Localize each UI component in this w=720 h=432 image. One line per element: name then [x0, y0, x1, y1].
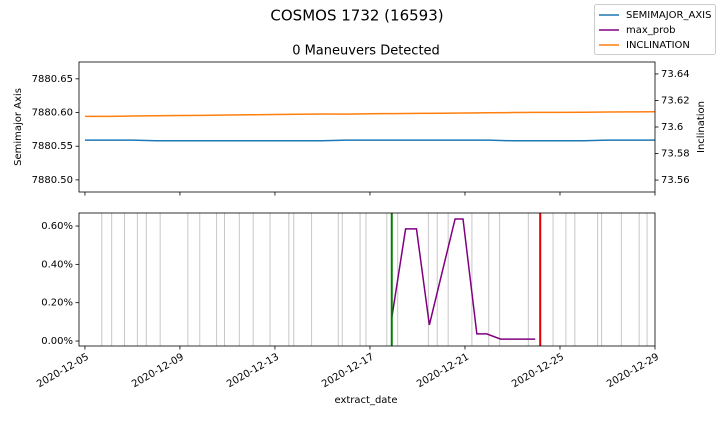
y2-tick-label: 73.62 — [661, 95, 690, 106]
subplot-title: 0 Maneuvers Detected — [292, 44, 440, 59]
legend-box — [594, 4, 716, 55]
y-tick-label: 7880.65 — [32, 74, 73, 85]
y2-tick-label: 73.58 — [661, 149, 690, 160]
legend-label: INCLINATION — [626, 40, 690, 51]
y2-tick-label: 73.56 — [661, 175, 690, 186]
y2-tick-label: 73.6 — [661, 122, 683, 133]
series-line — [390, 218, 536, 340]
series-line — [84, 139, 655, 142]
y-tick-label: 7880.60 — [32, 108, 73, 119]
axes-frame — [78, 212, 656, 347]
chart-title: COSMOS 1732 (16593) — [270, 7, 443, 25]
x-tick-label: 2020-12-13 — [225, 352, 281, 391]
axes-frame — [78, 61, 656, 193]
x-tick-label: 2020-12-17 — [320, 352, 376, 391]
y-axis-label: Semimajor Axis — [13, 88, 24, 166]
y-tick-label: 0.00% — [41, 336, 73, 347]
legend-label: max_prob — [626, 25, 676, 36]
y2-axis-label: Inclination — [696, 101, 707, 153]
y-tick-label: 7880.50 — [32, 175, 73, 186]
x-tick-label: 2020-12-05 — [35, 352, 91, 391]
y-tick-label: 0.60% — [41, 221, 73, 232]
y-tick-label: 7880.55 — [32, 141, 73, 152]
y-tick-label: 0.20% — [41, 298, 73, 309]
x-tick-label: 2020-12-25 — [510, 352, 566, 391]
x-axis-label: extract_date — [334, 395, 397, 406]
x-tick-label: 2020-12-09 — [130, 352, 186, 391]
x-tick-label: 2020-12-29 — [605, 352, 661, 391]
legend-label: SEMIMAJOR_AXIS — [626, 10, 711, 21]
series-line — [84, 110, 656, 118]
x-tick-label: 2020-12-21 — [415, 352, 471, 391]
y2-tick-label: 73.64 — [661, 69, 690, 80]
y-tick-label: 0.40% — [41, 259, 73, 270]
